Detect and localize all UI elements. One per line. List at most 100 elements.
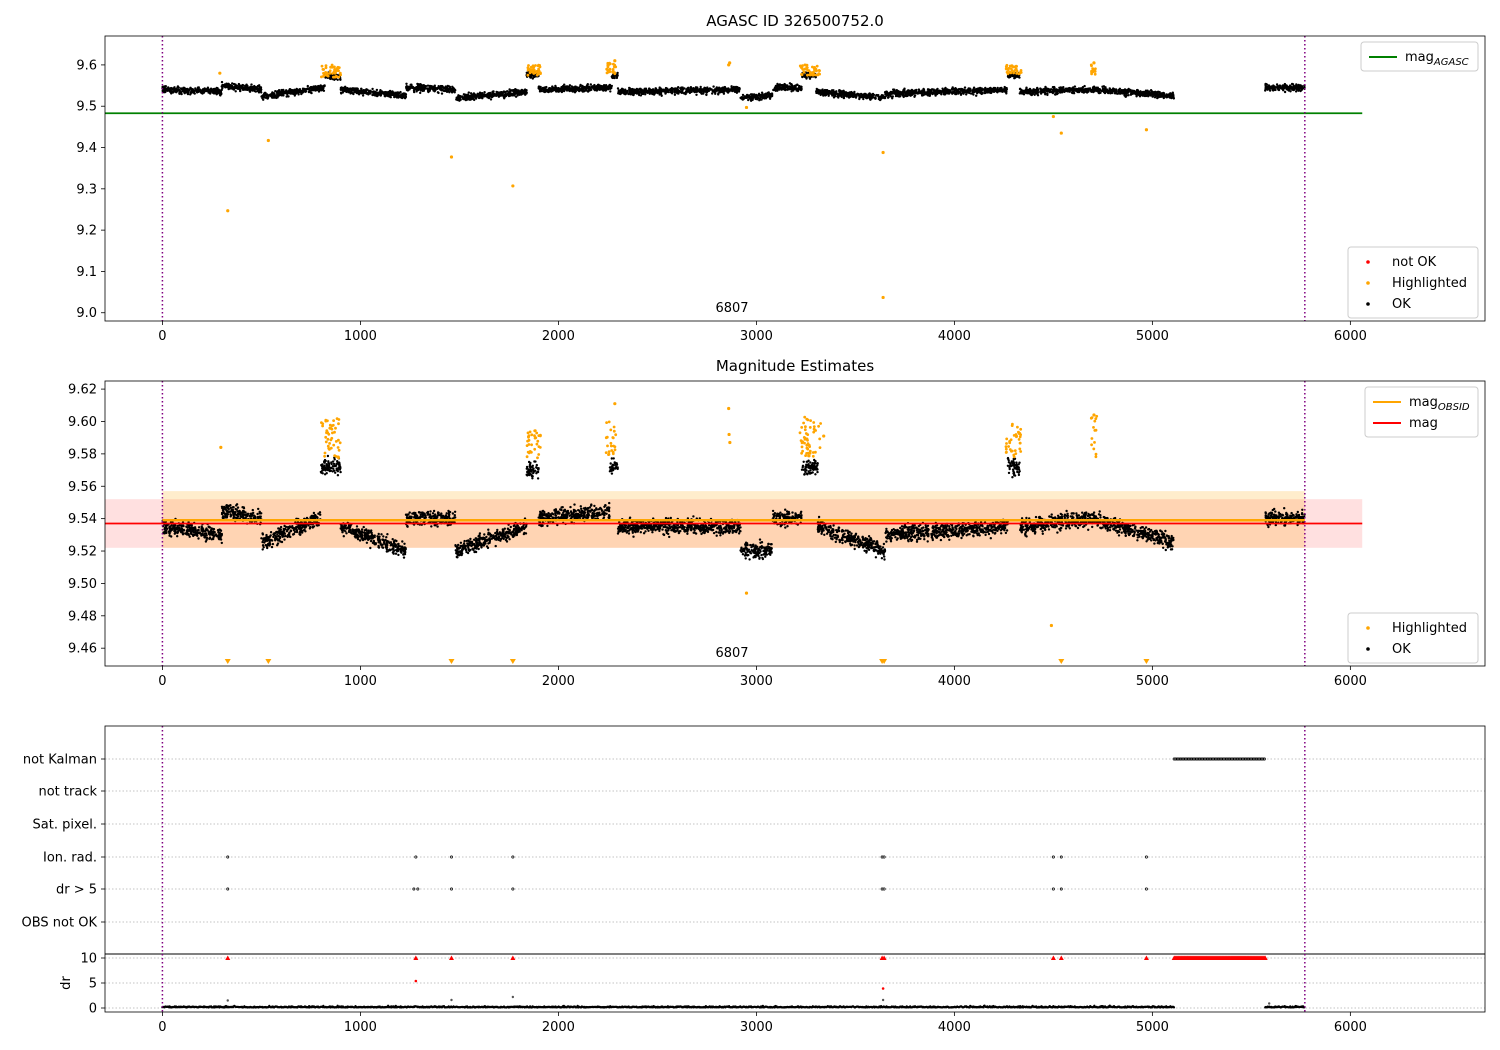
agasc-ok-point xyxy=(228,86,231,89)
agasc-ok-point xyxy=(440,92,444,95)
agasc-ok-point xyxy=(1169,92,1172,95)
agasc-ok-point xyxy=(1166,95,1169,99)
agasc-ok-point xyxy=(294,89,297,92)
agasc-ok-point xyxy=(493,93,497,96)
agasc-ok-point xyxy=(664,92,667,95)
agasc-ok-point xyxy=(1051,89,1055,93)
agasc-ok-point xyxy=(241,84,244,87)
agasc-ok-point xyxy=(468,98,472,102)
agasc-ok-point xyxy=(263,92,267,96)
agasc-ok-point xyxy=(730,85,733,88)
agasc-ok-point xyxy=(712,90,716,93)
agasc-ok-point xyxy=(834,91,837,94)
agasc-ok-point xyxy=(1056,88,1060,92)
agasc-ok-point xyxy=(539,85,542,89)
agasc-ok-point xyxy=(1097,89,1100,92)
agasc-ok-point xyxy=(320,85,323,88)
agasc-ok-point xyxy=(1073,85,1077,88)
agasc-highlighted-point xyxy=(330,65,334,69)
agasc-highlighted-points xyxy=(218,59,1149,300)
agasc-highlighted-point xyxy=(1005,67,1009,71)
agasc-ok-point xyxy=(275,91,279,94)
agasc-ok-point xyxy=(291,90,294,93)
agasc-ok-point xyxy=(512,90,515,93)
agasc-highlighted-point xyxy=(322,74,326,78)
agasc-ok-point xyxy=(416,88,419,91)
agasc-ok-point xyxy=(541,88,544,91)
agasc-ok-point xyxy=(444,88,447,92)
agasc-ok-point xyxy=(563,83,566,86)
agasc-highlighted-point xyxy=(526,73,530,77)
agasc-ok-point xyxy=(891,95,894,98)
agasc-ok-point xyxy=(570,88,574,91)
agasc-ok-point xyxy=(225,83,228,86)
agasc-ok-point xyxy=(174,90,177,93)
agasc-ok-point xyxy=(426,87,429,91)
agasc-ok-point xyxy=(1292,88,1296,92)
agasc-ok-point xyxy=(1281,84,1284,88)
agasc-ok-point xyxy=(426,84,430,87)
agasc-ok-point xyxy=(783,85,786,88)
agasc-ok-point xyxy=(581,86,584,90)
agasc-ok-point xyxy=(351,87,355,90)
agasc-ok-point xyxy=(503,94,506,98)
agasc-ok-point xyxy=(384,92,387,95)
agasc-highlighted-point xyxy=(324,64,328,67)
agasc-ok-point xyxy=(581,89,584,92)
agasc-ok-point xyxy=(756,95,759,99)
agasc-ok-point xyxy=(1007,75,1010,79)
agasc-ok-point xyxy=(441,85,444,88)
agasc-ok-point xyxy=(173,87,176,91)
agasc-ok-point xyxy=(508,94,512,97)
agasc-ok-point xyxy=(972,88,975,91)
agasc-ok-point xyxy=(705,87,709,91)
agasc-ok-point xyxy=(463,97,466,100)
agasc-ok-point xyxy=(253,86,256,90)
agasc-ok-point xyxy=(711,92,714,95)
agasc-ok-point xyxy=(1265,86,1268,89)
agasc-ok-point xyxy=(525,71,528,75)
agasc-highlighted-point xyxy=(812,73,815,77)
agasc-ok-point xyxy=(554,84,557,88)
agasc-ok-point xyxy=(481,97,484,100)
agasc-ok-point xyxy=(428,86,432,89)
agasc-highlighted-point xyxy=(1093,72,1097,76)
agasc-ok-point xyxy=(309,85,313,89)
agasc-ok-point xyxy=(658,88,661,92)
agasc-ok-point xyxy=(169,89,172,92)
agasc-ok-point xyxy=(1264,89,1267,92)
agasc-ok-point xyxy=(1105,88,1108,91)
agasc-ok-point xyxy=(1040,89,1044,93)
agasc-ok-point xyxy=(322,89,326,93)
agasc-highlighted-point xyxy=(798,64,802,68)
agasc-ok-point xyxy=(685,88,688,91)
agasc-highlighted-point xyxy=(803,63,807,67)
agasc-highlighted-point xyxy=(331,72,334,75)
agasc-plot-area: 0 1000 2000 3000 4000 5000 60009.09.19.29.39.4… xyxy=(76,35,1486,344)
agasc-ok-point xyxy=(1162,96,1166,100)
agasc-ok-point xyxy=(585,85,588,88)
agasc-ok-point xyxy=(1143,93,1146,96)
agasc-ok-point xyxy=(1172,94,1175,98)
agasc-ok-point xyxy=(702,88,705,91)
agasc-ok-point xyxy=(798,84,801,88)
agasc-ok-point xyxy=(1132,90,1135,93)
agasc-ok-point xyxy=(306,87,310,90)
agasc-ok-point xyxy=(543,90,547,94)
agasc-ok-point xyxy=(927,89,931,92)
agasc-ok-point xyxy=(1283,86,1286,89)
agasc-ok-point xyxy=(516,94,519,97)
agasc-ok-point xyxy=(280,91,283,95)
agasc-ok-point xyxy=(463,94,466,98)
agasc-ok-point xyxy=(786,87,789,91)
agasc-highlighted-point xyxy=(532,72,536,75)
agasc-ok-point xyxy=(798,87,802,91)
agasc-highlighted-point xyxy=(1059,131,1063,135)
agasc-ok-point xyxy=(440,87,443,90)
agasc-ok-point xyxy=(1021,90,1024,93)
agasc-ok-point xyxy=(1036,94,1040,97)
agasc-ok-point xyxy=(1169,96,1172,99)
agasc-ok-point xyxy=(446,88,450,92)
agasc-highlighted-point xyxy=(612,62,615,66)
agasc-ok-point xyxy=(246,88,249,92)
